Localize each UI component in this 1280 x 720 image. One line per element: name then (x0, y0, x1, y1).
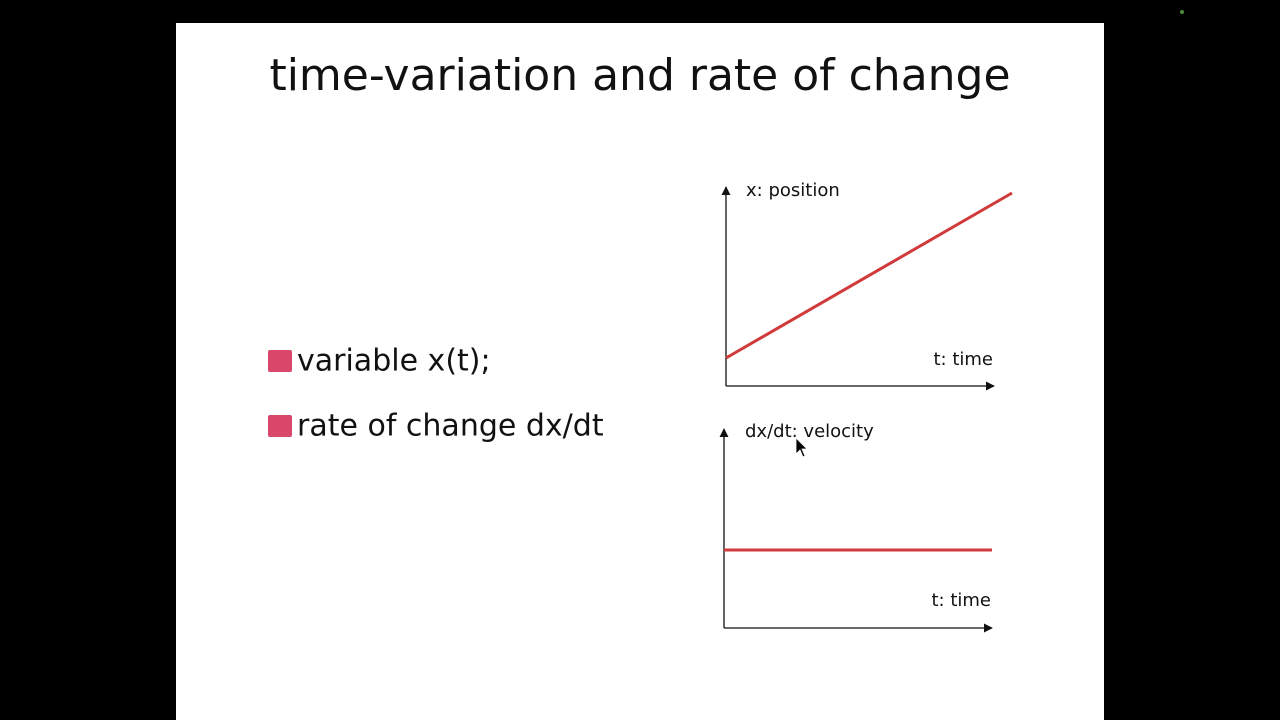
bullet-text: rate of change dx/dt (297, 409, 604, 444)
bullet-marker (268, 350, 292, 372)
position-graph: x: position t: time (721, 180, 1013, 391)
mouse-cursor (795, 437, 808, 458)
y-axis-label: dx/dt: velocity (745, 421, 874, 442)
x-axis-label: t: time (933, 349, 993, 370)
velocity-graph: dx/dt: velocity t: time (719, 421, 993, 633)
y-axis-label: x: position (746, 180, 840, 201)
slide-title: time-variation and rate of change (269, 50, 1010, 101)
slide (176, 23, 1104, 720)
status-dot (1180, 10, 1184, 14)
bullet-marker (268, 415, 292, 437)
x-axis-label: t: time (931, 590, 991, 611)
position-line (725, 191, 1013, 360)
bullet-text: variable x(t); (297, 344, 491, 379)
